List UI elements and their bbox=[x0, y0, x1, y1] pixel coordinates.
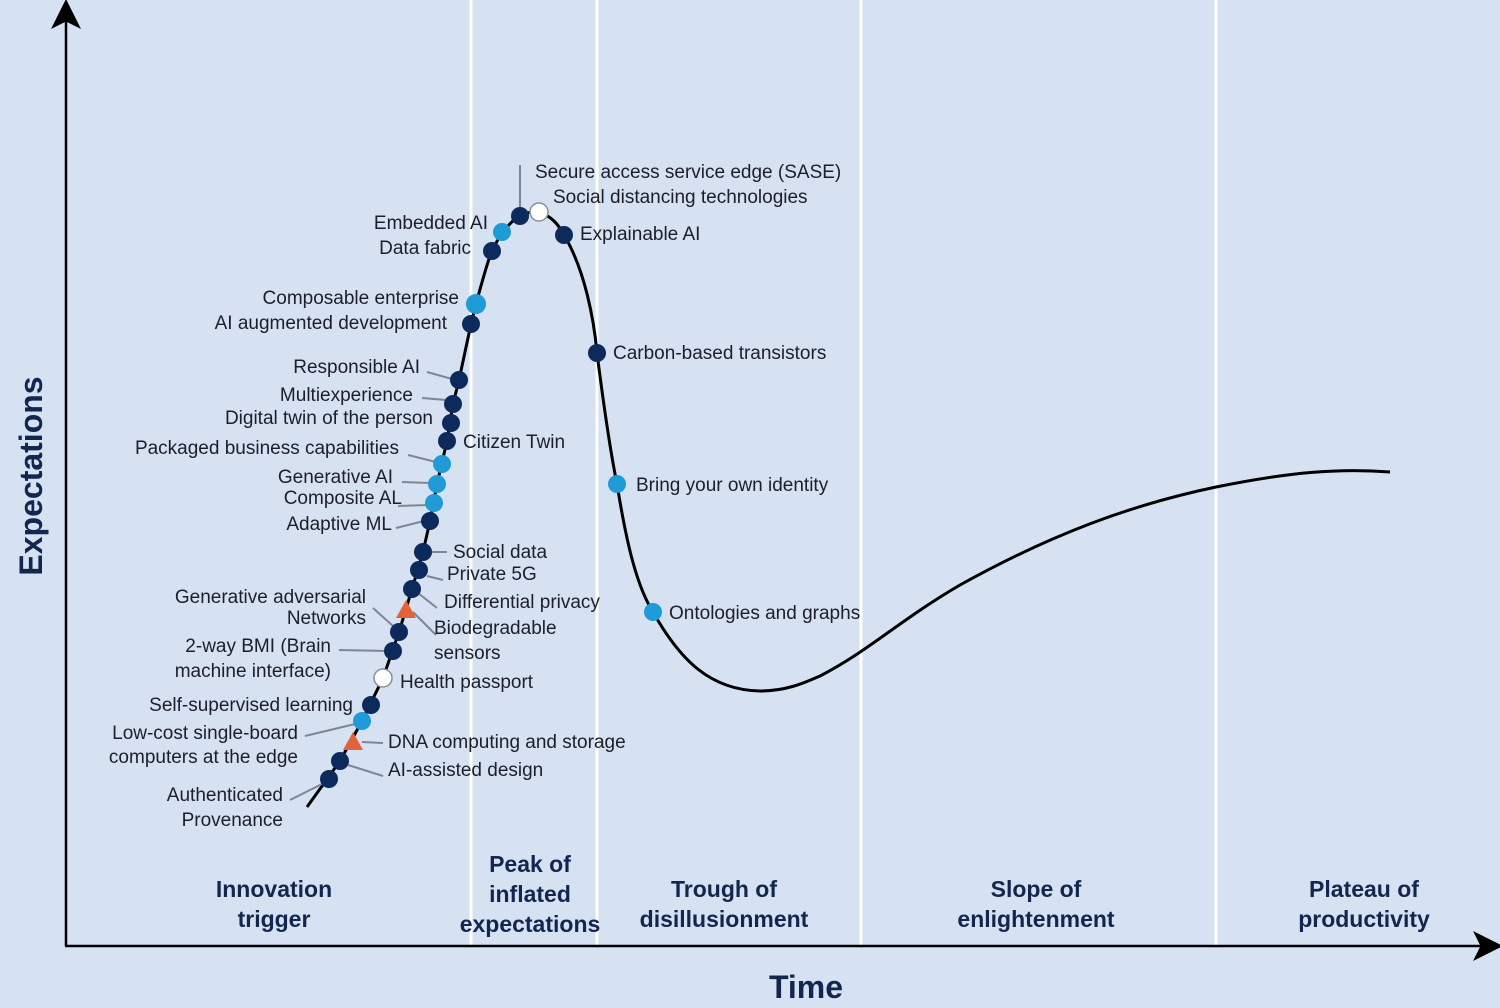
label-gan-2: Networks bbox=[287, 608, 366, 629]
label-diff-privacy: Differential privacy bbox=[444, 592, 600, 613]
label-explainable-ai: Explainable AI bbox=[580, 224, 700, 245]
label-data-fabric: Data fabric bbox=[379, 238, 471, 259]
label-lowcost-2: computers at the edge bbox=[109, 747, 298, 768]
technology-labels: Secure access service edge (SASE) Social… bbox=[109, 162, 860, 831]
label-ontologies: Ontologies and graphs bbox=[669, 603, 860, 624]
marker-adaptive-ml bbox=[421, 512, 439, 530]
label-generative-ai: Generative AI bbox=[278, 467, 393, 488]
label-embedded-ai: Embedded AI bbox=[374, 213, 488, 234]
label-ai-design: AI-assisted design bbox=[388, 760, 543, 781]
phase-trough-1: Trough of bbox=[671, 876, 777, 902]
phase-innovation-2: trigger bbox=[238, 906, 311, 932]
marker-dna bbox=[343, 732, 363, 750]
phase-innovation-1: Innovation bbox=[216, 876, 332, 902]
markers bbox=[320, 202, 662, 788]
marker-diff-privacy bbox=[403, 580, 421, 598]
label-gan-1: Generative adversarial bbox=[175, 587, 366, 608]
label-dna: DNA computing and storage bbox=[388, 732, 626, 753]
label-sase: Secure access service edge (SASE) bbox=[535, 162, 841, 183]
marker-digital-twin bbox=[442, 414, 460, 432]
phase-dividers bbox=[469, 0, 1218, 945]
marker-biodegradable bbox=[396, 600, 416, 618]
marker-private-5g bbox=[410, 561, 428, 579]
phase-peak-2: inflated bbox=[489, 881, 571, 907]
marker-citizen-twin bbox=[438, 432, 456, 450]
marker-ai-design bbox=[331, 752, 349, 770]
label-auth-1: Authenticated bbox=[167, 785, 283, 806]
label-bmi-1: 2-way BMI (Brain bbox=[185, 636, 331, 657]
marker-social-distancing bbox=[529, 202, 549, 222]
label-lowcost-1: Low-cost single-board bbox=[112, 723, 298, 744]
marker-data-fabric bbox=[483, 242, 501, 260]
phase-plateau-1: Plateau of bbox=[1309, 876, 1419, 902]
label-social-data: Social data bbox=[453, 542, 547, 563]
marker-ontologies bbox=[644, 603, 662, 621]
phase-peak-1: Peak of bbox=[489, 851, 571, 877]
label-bmi-2: machine interface) bbox=[175, 661, 331, 682]
label-adaptive-ml: Adaptive ML bbox=[286, 514, 392, 535]
marker-responsible-ai bbox=[450, 371, 468, 389]
marker-byoi bbox=[608, 475, 626, 493]
label-self-supervised: Self-supervised learning bbox=[149, 695, 353, 716]
label-packaged: Packaged business capabilities bbox=[135, 438, 399, 459]
marker-ai-aug-dev bbox=[462, 315, 480, 333]
leader-lines bbox=[289, 165, 521, 801]
marker-sase bbox=[511, 207, 529, 225]
marker-social-data bbox=[414, 543, 432, 561]
label-biodeg-2: sensors bbox=[434, 643, 501, 664]
x-axis-title: Time bbox=[769, 969, 843, 1005]
marker-carbon bbox=[588, 344, 606, 362]
label-health-passport: Health passport bbox=[400, 672, 534, 693]
label-private-5g: Private 5G bbox=[447, 564, 537, 585]
label-ai-aug-dev: AI augmented development bbox=[215, 313, 448, 334]
label-carbon: Carbon-based transistors bbox=[613, 343, 826, 364]
marker-explainable-ai bbox=[555, 226, 573, 244]
marker-generative-ai bbox=[428, 475, 446, 493]
marker-lowcost bbox=[353, 712, 371, 730]
label-composite-al: Composite AL bbox=[284, 488, 402, 509]
marker-health-passport bbox=[373, 668, 393, 688]
label-auth-2: Provenance bbox=[182, 810, 283, 831]
label-byoi: Bring your own identity bbox=[636, 475, 829, 496]
phase-peak-3: expectations bbox=[460, 911, 601, 937]
marker-bmi bbox=[384, 642, 402, 660]
phase-trough-2: disillusionment bbox=[640, 906, 809, 932]
phase-plateau-2: productivity bbox=[1298, 906, 1430, 932]
phase-slope-1: Slope of bbox=[991, 876, 1082, 902]
y-axis-title: Expectations bbox=[13, 376, 49, 575]
marker-self-supervised bbox=[362, 696, 380, 714]
label-biodeg-1: Biodegradable bbox=[434, 618, 557, 639]
label-social-distancing: Social distancing technologies bbox=[553, 187, 808, 208]
marker-authenticated bbox=[320, 770, 338, 788]
label-multiexperience: Multiexperience bbox=[280, 385, 413, 406]
label-composable: Composable enterprise bbox=[263, 288, 459, 309]
phase-slope-2: enlightenment bbox=[957, 906, 1115, 932]
label-digital-twin: Digital twin of the person bbox=[225, 408, 433, 429]
marker-embedded-ai bbox=[493, 223, 511, 241]
marker-composable bbox=[466, 294, 486, 314]
label-responsible-ai: Responsible AI bbox=[293, 357, 420, 378]
marker-gan bbox=[390, 623, 408, 641]
label-citizen-twin: Citizen Twin bbox=[463, 432, 565, 453]
marker-composite-al bbox=[425, 494, 443, 512]
marker-multiexperience bbox=[444, 395, 462, 413]
marker-packaged bbox=[433, 455, 451, 473]
phase-labels: Innovation trigger Peak of inflated expe… bbox=[216, 851, 1430, 937]
